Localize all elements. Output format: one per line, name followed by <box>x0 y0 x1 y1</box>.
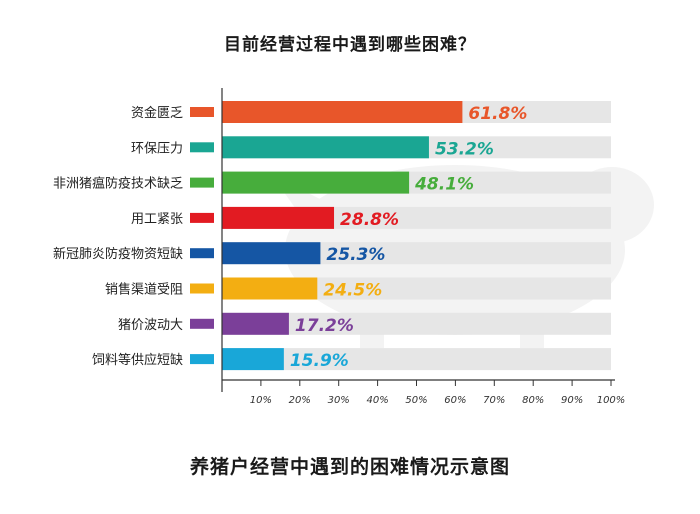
category-label: 用工紧张 <box>131 212 183 227</box>
chart-caption: 养猪户经营中遇到的困难情况示意图 <box>189 456 510 478</box>
category-swatch <box>190 107 214 117</box>
category-label: 资金匮乏 <box>131 105 183 121</box>
data-label: 17.2% <box>295 316 354 336</box>
data-label: 25.3% <box>326 245 385 265</box>
category-label: 猪价波动大 <box>118 318 183 333</box>
bar <box>222 348 284 371</box>
data-label: 48.1% <box>414 175 474 195</box>
data-label: 61.8% <box>468 104 527 124</box>
category-swatch <box>190 142 214 153</box>
bar-track <box>222 348 611 371</box>
bar <box>222 277 318 300</box>
data-label: 15.9% <box>290 351 349 371</box>
category-swatch <box>190 283 214 294</box>
category-swatch <box>190 248 214 259</box>
bar <box>222 242 321 265</box>
category-swatch <box>190 177 214 188</box>
x-tick-label: 80% <box>522 395 544 406</box>
category-swatch <box>190 318 214 329</box>
x-tick-label: 100% <box>597 395 626 406</box>
category-label: 非洲猪瘟防疫技术缺乏 <box>53 176 183 192</box>
x-tick-label: 50% <box>405 395 427 406</box>
data-label: 53.2% <box>435 139 494 159</box>
chart-title: 目前经营过程中遇到哪些困难？ <box>224 35 476 55</box>
data-label: 28.8% <box>340 210 399 230</box>
bar <box>222 171 410 194</box>
category-label: 环保压力 <box>131 141 183 156</box>
category-label: 销售渠道受阻 <box>105 282 183 298</box>
category-label: 饲料等供应短缺 <box>92 352 183 368</box>
x-tick-label: 10% <box>250 395 272 406</box>
bar <box>222 136 429 159</box>
x-tick-label: 30% <box>328 395 350 406</box>
bar <box>222 312 289 335</box>
category-swatch <box>190 212 214 223</box>
x-tick-label: 60% <box>444 395 466 406</box>
x-tick-label: 40% <box>366 395 388 406</box>
bar-track <box>222 312 611 335</box>
category-label: 新冠肺炎防疫物资短缺 <box>53 246 183 262</box>
x-tick-label: 20% <box>289 395 311 406</box>
bar <box>222 101 463 123</box>
data-label: 24.5% <box>323 281 382 301</box>
x-tick-label: 70% <box>483 395 505 406</box>
x-tick-label: 90% <box>561 395 583 406</box>
category-swatch <box>190 354 214 365</box>
bar-track <box>222 277 611 300</box>
bar <box>222 206 335 229</box>
